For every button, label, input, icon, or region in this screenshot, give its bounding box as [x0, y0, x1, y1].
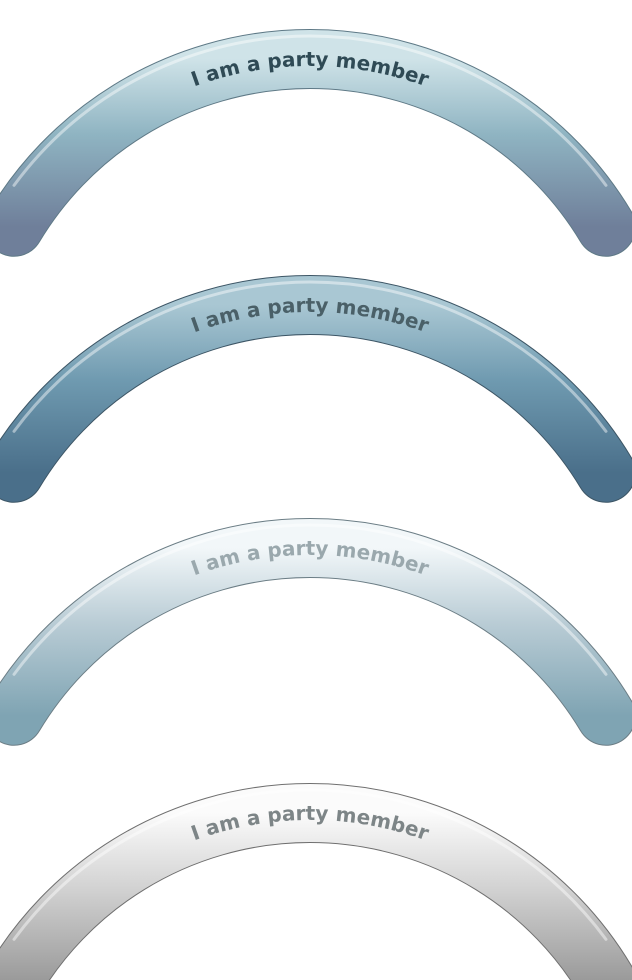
arc-banner-band [0, 519, 632, 745]
arc-banner-highlight [12, 280, 608, 433]
arc-banner: I am a party member [0, 783, 632, 980]
arc-banner-highlight [12, 788, 608, 941]
arc-banner: I am a party member [0, 518, 632, 746]
arc-banner: I am a party member [0, 275, 632, 503]
arc-banner-band [0, 784, 632, 980]
arc-banner-highlight [12, 523, 608, 676]
arc-banner: I am a party member [0, 29, 632, 257]
arc-banner-highlight [12, 34, 608, 187]
arc-banner-band [0, 276, 632, 502]
arc-banner-band [0, 30, 632, 256]
